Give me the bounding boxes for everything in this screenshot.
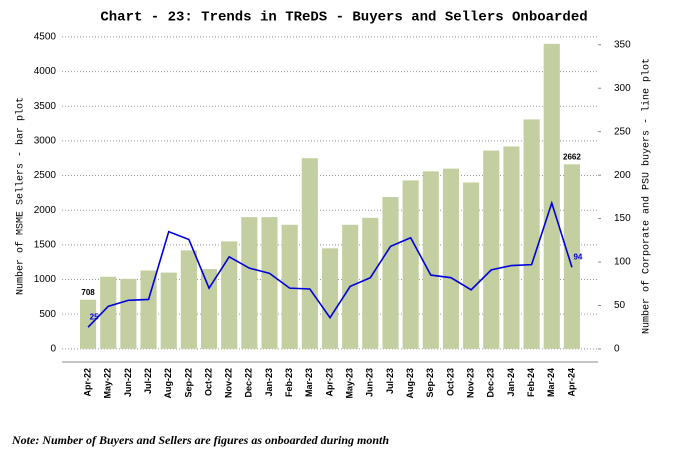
bar	[301, 158, 318, 349]
chart-title: Chart - 23: Trends in TReDS - Buyers and…	[100, 10, 587, 26]
x-tick-label: Aug-23	[405, 368, 415, 399]
y-tick-label: 2500	[34, 170, 57, 181]
y2-tick-label: 150	[614, 213, 631, 224]
x-tick-label: Mar-24	[546, 368, 556, 397]
x-tick-label: Nov-22	[224, 368, 234, 398]
bar	[483, 150, 500, 349]
bar	[463, 182, 480, 349]
bar	[180, 250, 197, 349]
x-tick-label: Feb-24	[526, 368, 536, 397]
bar	[200, 269, 218, 349]
x-tick-label: Jul-23	[385, 368, 395, 394]
bar	[563, 164, 580, 349]
bar	[503, 146, 520, 349]
y2-tick-label: 100	[614, 257, 631, 268]
bar	[402, 180, 419, 349]
x-tick-label: Feb-23	[284, 368, 294, 397]
y-tick-label: 1000	[34, 274, 57, 285]
y2-tick-label: 50	[614, 300, 626, 311]
x-tick-label: Apr-24	[566, 368, 576, 397]
y-tick-label: 3500	[34, 101, 57, 112]
data-label: 94	[573, 252, 582, 261]
x-tick-label: Mar-23	[304, 368, 314, 397]
y-axis-label: Number of MSME Sellers - bar plot	[15, 97, 27, 295]
bar	[221, 241, 238, 349]
x-tick-label: Apr-22	[82, 368, 92, 397]
x-tick-label: May-23	[345, 368, 355, 399]
bar	[281, 224, 298, 349]
x-tick-label: May-22	[103, 368, 113, 399]
x-tick-label: Nov-23	[465, 368, 475, 398]
y-tick-label: 500	[39, 309, 56, 320]
y-tick-label: 2000	[34, 205, 57, 216]
y2-tick-label: 200	[614, 170, 631, 181]
note: Note: Number of Buyers and Sellers are f…	[11, 433, 389, 447]
data-label: 25	[90, 312, 99, 321]
x-tick-label: Sep-23	[425, 368, 435, 398]
bar	[120, 278, 137, 349]
x-tick-label: Jul-22	[143, 368, 153, 394]
y2-tick-label: 0	[614, 344, 620, 355]
bar	[523, 119, 540, 349]
x-tick-label: Jan-24	[506, 368, 516, 397]
y-tick-label: 4500	[34, 32, 57, 43]
y-tick-label: 4000	[34, 66, 57, 77]
bar	[321, 248, 339, 349]
bar	[422, 171, 439, 349]
y-tick-label: 3000	[34, 136, 57, 147]
bar	[140, 270, 157, 349]
bar	[543, 43, 560, 349]
bar	[160, 272, 177, 349]
y2-tick-label: 250	[614, 126, 631, 137]
x-tick-label: Jan-23	[264, 368, 274, 397]
x-tick-label: Sep-22	[183, 368, 193, 398]
bar	[80, 299, 97, 349]
y2-axis-label: Number of Corporate and PSU buyers - lin…	[641, 58, 653, 334]
x-tick-label: Apr-23	[324, 368, 334, 397]
x-tick-label: Oct-22	[203, 368, 213, 396]
data-label: 708	[81, 288, 95, 297]
y-tick-label: 1500	[34, 240, 57, 251]
y2-tick-label: 300	[614, 83, 631, 94]
bar	[362, 217, 379, 349]
line	[87, 200, 573, 328]
y-tick-label: 0	[50, 343, 56, 354]
bar	[382, 197, 399, 349]
x-tick-label: Dec-23	[486, 368, 496, 398]
x-tick-label: Dec-22	[244, 368, 254, 398]
x-tick-label: Oct-23	[445, 368, 455, 396]
y2-tick-label: 350	[614, 39, 631, 50]
x-tick-label: Jun-23	[365, 368, 375, 397]
bar	[100, 276, 117, 349]
x-tick-label: Jun-22	[123, 368, 133, 397]
x-tick-label: Aug-22	[163, 368, 173, 399]
bar	[261, 217, 278, 349]
data-label: 2662	[563, 152, 581, 161]
bar	[241, 217, 258, 349]
bar	[442, 168, 460, 349]
